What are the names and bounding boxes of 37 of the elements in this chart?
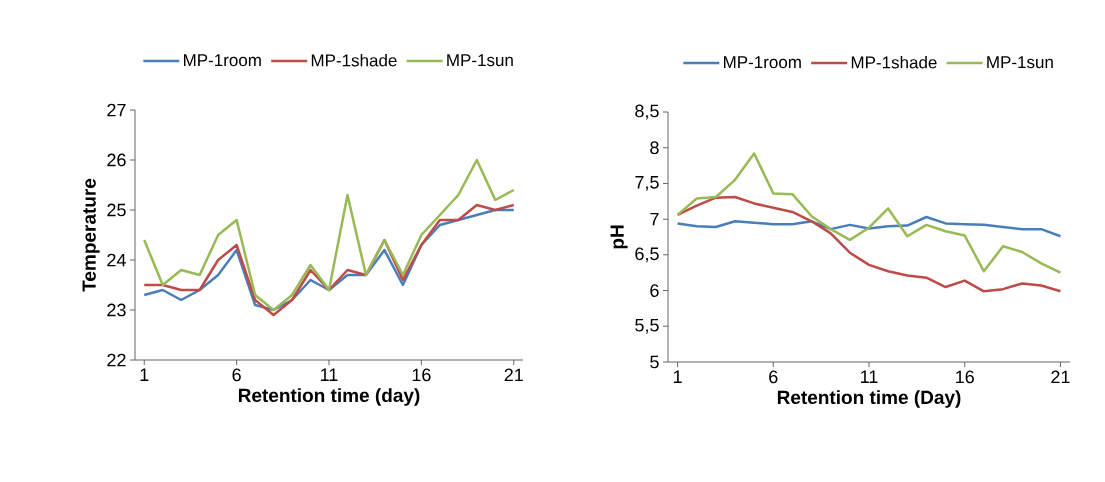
y-tick-label: 5 <box>650 355 659 369</box>
x-tick-label: 16 <box>412 368 431 382</box>
x-axis-title: Retention time (Day) <box>777 390 961 408</box>
x-tick-label: 21 <box>1051 370 1070 384</box>
y-axis-title: Temperature <box>82 178 100 292</box>
x-tick-label: 16 <box>956 370 974 384</box>
legend-label: MP-1room <box>183 54 261 67</box>
y-tick-label: 8 <box>650 141 659 155</box>
legend-label: MP-1shade <box>311 53 397 67</box>
y-tick-label: 24 <box>107 253 126 267</box>
line-series <box>142 158 516 312</box>
y-tick-label: 7 <box>650 212 659 226</box>
legend-label: MP-1sun <box>987 56 1053 69</box>
line-series <box>676 152 1062 274</box>
x-tick-label: 1 <box>673 370 682 383</box>
legend-label: MP-1sun <box>447 54 513 67</box>
x-tick-label: 6 <box>769 370 778 384</box>
y-tick-label: 6,5 <box>635 247 659 263</box>
legend-label: MP-1room <box>724 56 801 69</box>
y-tick-label: 5,5 <box>635 318 659 334</box>
y-tick-label: 27 <box>107 103 126 117</box>
legend-label: MP-1shade <box>851 55 937 69</box>
y-tick-label: 8,5 <box>635 104 659 120</box>
y-tick-label: 6 <box>650 284 659 297</box>
x-tick-label: 11 <box>861 370 878 383</box>
line-series <box>676 215 1062 238</box>
x-tick-label: 1 <box>140 368 149 381</box>
x-tick-label: 11 <box>321 368 338 381</box>
x-axis-title: Retention time (day) <box>238 388 420 406</box>
y-tick-label: 25 <box>107 203 126 217</box>
y-tick-label: 7,5 <box>635 176 659 191</box>
y-tick-label: 23 <box>107 303 126 317</box>
x-tick-label: 21 <box>504 368 523 382</box>
y-tick-label: 22 <box>107 353 126 367</box>
x-tick-label: 6 <box>232 368 241 382</box>
y-axis-title: pH <box>610 225 628 249</box>
y-tick-label: 26 <box>107 153 126 167</box>
